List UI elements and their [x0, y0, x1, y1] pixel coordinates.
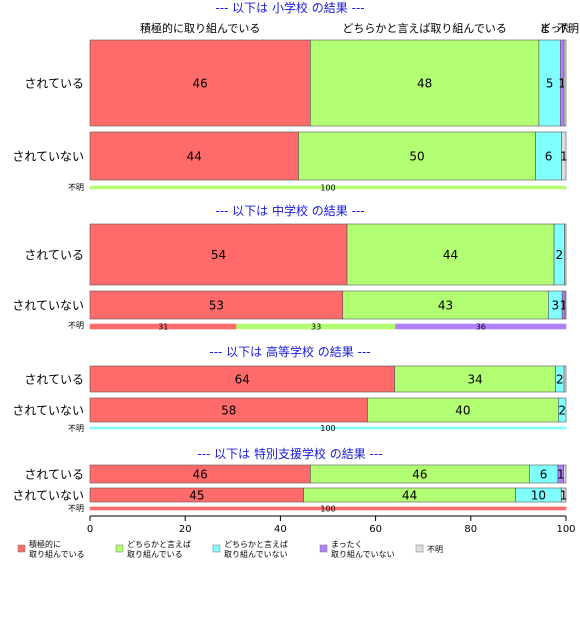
data-label: 45	[189, 488, 204, 502]
panel-title: --- 以下は 特別支援学校 の結果 ---	[197, 446, 382, 461]
bar-segment	[564, 223, 567, 286]
top-category-label: 不明	[557, 22, 579, 35]
legend-label: まったく取り組んでいない	[331, 540, 395, 559]
data-label: 54	[211, 248, 226, 262]
top-category-label: ど	[540, 22, 551, 35]
bar-segment	[89, 365, 395, 393]
legend-label: どちらかと言えば取り組んでいない	[224, 539, 288, 559]
data-label: 2	[556, 248, 564, 262]
data-label: 6	[540, 467, 548, 481]
unknown-row-label: 不明	[68, 183, 84, 192]
legend-label: どちらかと言えば取り組んでいる	[127, 539, 191, 559]
legend-label: 積極的に取り組んでいる	[29, 539, 85, 559]
row-label: されていない	[12, 150, 84, 164]
data-label: 40	[455, 403, 470, 417]
row-label: されている	[24, 468, 84, 482]
data-label: 58	[221, 403, 236, 417]
data-label: 44	[187, 149, 202, 163]
panel-title: --- 以下は 中学校 の結果 ---	[215, 203, 364, 218]
data-label: 46	[193, 467, 208, 481]
data-label: 100	[320, 504, 335, 513]
data-label: 48	[417, 76, 432, 90]
legend-swatch	[415, 544, 424, 553]
bar-segment	[560, 487, 567, 503]
panel-title: --- 以下は 高等学校 の結果 ---	[209, 344, 370, 359]
data-label: 50	[409, 149, 424, 163]
row-label: されていない	[12, 404, 84, 418]
data-label: 1	[560, 298, 568, 312]
unknown-row-label: 不明	[68, 321, 84, 330]
data-label: 10	[531, 488, 546, 502]
bar-segment	[89, 185, 567, 190]
bar-segment	[394, 365, 556, 393]
data-label: 3	[551, 298, 559, 312]
bar-segment	[395, 323, 567, 330]
data-label: 100	[320, 183, 335, 192]
data-label: 34	[467, 372, 482, 386]
data-label: 1	[560, 488, 568, 502]
data-label: 44	[443, 248, 458, 262]
top-category-label: 積極的に取り組んでいる	[140, 21, 260, 35]
data-label: 6	[545, 149, 553, 163]
data-label: 2	[558, 403, 566, 417]
row-label: されていない	[12, 299, 84, 313]
bar-segment	[310, 39, 540, 127]
bar-segment	[89, 426, 567, 430]
data-label: 64	[235, 372, 250, 386]
top-category-label: まった	[540, 22, 573, 35]
x-tick-label: 80	[464, 524, 477, 535]
bar-segment	[89, 131, 299, 181]
legend-swatch	[115, 544, 124, 553]
unknown-row-label: 不明	[68, 504, 84, 513]
legend-swatch	[319, 544, 328, 553]
bar-segment	[564, 290, 567, 320]
data-label: 5	[546, 76, 554, 90]
bar-segment	[298, 131, 536, 181]
unknown-row-label: 不明	[68, 424, 84, 433]
bar-segment	[561, 131, 567, 181]
data-label: 100	[320, 424, 335, 433]
row-label: されている	[24, 248, 84, 262]
row-label: されている	[24, 373, 84, 387]
data-label: 36	[476, 322, 486, 331]
x-tick-label: 100	[556, 524, 575, 535]
data-label: 33	[311, 322, 321, 331]
data-label: 53	[209, 298, 224, 312]
x-tick-label: 20	[179, 524, 192, 535]
x-tick-label: 0	[87, 524, 93, 535]
bar-segment	[89, 397, 368, 423]
bar-segment	[89, 39, 311, 127]
bar-segment	[89, 506, 567, 511]
bar-segment	[89, 223, 348, 286]
bar-segment	[563, 464, 567, 484]
bar-segment	[563, 39, 567, 127]
data-label: 2	[556, 372, 564, 386]
row-label: されている	[24, 77, 84, 91]
x-tick-label: 40	[274, 524, 287, 535]
bar-segment	[558, 397, 567, 423]
data-label: 1	[558, 76, 566, 90]
bar-segment	[535, 131, 563, 181]
top-category-label: どちらかと言えば取り組んでいる	[342, 22, 506, 35]
panel-title: --- 以下は 小学校 の結果 ---	[215, 0, 364, 15]
bar-segment	[342, 290, 549, 320]
data-label: 1	[560, 149, 568, 163]
bar-segment	[367, 397, 559, 423]
bar-segment	[563, 365, 567, 393]
data-label: 46	[193, 76, 208, 90]
data-label: 43	[438, 298, 453, 312]
bar-segment	[346, 223, 555, 286]
x-tick-label: 60	[369, 524, 382, 535]
data-label: 1	[557, 467, 565, 481]
legend-swatch	[17, 544, 26, 553]
data-label: 46	[412, 467, 427, 481]
data-label: 31	[158, 322, 168, 331]
legend-swatch	[212, 544, 221, 553]
data-label: 44	[402, 488, 417, 502]
legend-label: 不明	[427, 545, 443, 554]
row-label: されていない	[12, 489, 84, 503]
